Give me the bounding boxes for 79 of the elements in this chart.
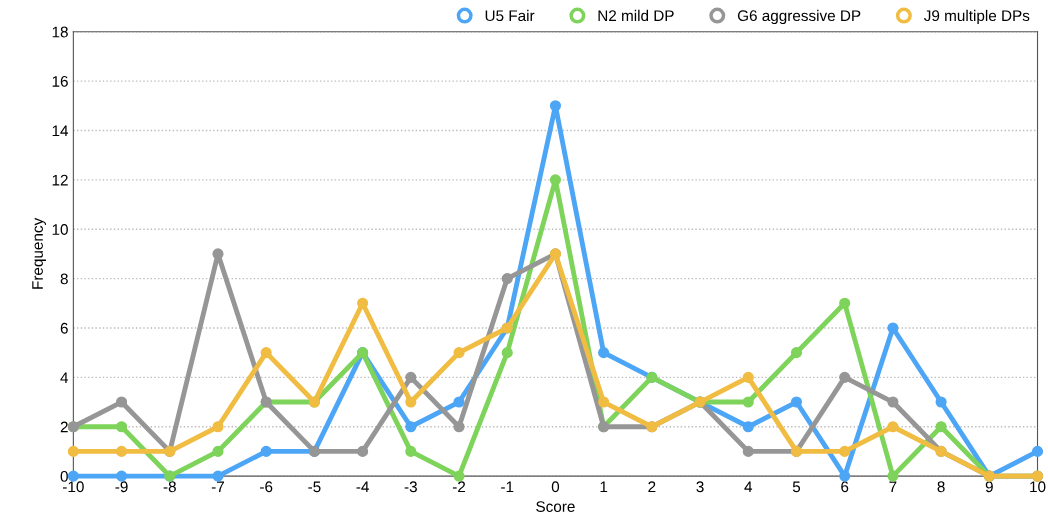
y-tick-label: 12	[52, 174, 68, 186]
legend-label: J9 multiple DPs	[923, 9, 1030, 25]
point	[742, 445, 754, 457]
x-tick-label: 9	[985, 481, 993, 493]
x-tick-label: -3	[404, 481, 417, 493]
point	[405, 445, 417, 457]
point	[260, 347, 272, 359]
point	[935, 396, 947, 408]
point	[116, 421, 128, 433]
point	[887, 322, 899, 334]
point	[887, 396, 899, 408]
point	[405, 421, 417, 433]
legend-label: G6 aggressive DP	[737, 9, 861, 25]
point	[501, 273, 513, 285]
x-tick-label: -6	[260, 481, 273, 493]
point	[357, 445, 369, 457]
y-tick-label: 2	[60, 421, 68, 433]
y-tick-label: 10	[52, 224, 68, 235]
x-tick-label: -1	[501, 481, 514, 493]
x-tick-label: -9	[115, 481, 128, 493]
y-tick-label: 6	[60, 322, 68, 334]
x-tick-label: 6	[841, 481, 849, 493]
point	[405, 371, 417, 383]
point	[598, 396, 610, 408]
point	[501, 347, 513, 359]
point	[742, 371, 754, 383]
x-tick-label: 1	[600, 481, 608, 493]
point	[212, 445, 224, 457]
point	[549, 100, 561, 112]
x-tick-label: -8	[163, 481, 176, 493]
y-tick-label: 18	[52, 26, 68, 38]
point	[212, 470, 224, 482]
point	[790, 347, 803, 359]
x-tick-label: -2	[452, 481, 466, 493]
point	[790, 396, 803, 408]
x-tick-label: 10	[1030, 481, 1046, 493]
point	[742, 396, 754, 408]
x-tick-label: 3	[696, 481, 704, 493]
point	[453, 396, 465, 408]
point	[887, 421, 899, 433]
point	[405, 396, 417, 408]
point	[116, 470, 128, 482]
point	[1031, 445, 1044, 457]
x-tick-label: 4	[744, 481, 753, 493]
point	[839, 445, 851, 457]
y-axis-title: Frequency	[32, 217, 46, 289]
point	[357, 297, 369, 309]
y-tick-label: 8	[60, 273, 68, 285]
y-tick-label: 4	[60, 372, 69, 383]
point	[212, 421, 224, 433]
point	[598, 347, 610, 359]
x-tick-label: 7	[889, 481, 897, 493]
point	[549, 174, 561, 186]
point	[839, 371, 851, 383]
point	[839, 297, 851, 309]
x-tick-label: 0	[551, 481, 560, 493]
point	[887, 470, 899, 482]
point	[260, 445, 272, 457]
y-tick-label: 0	[60, 470, 68, 482]
point	[453, 470, 465, 482]
x-tick-label: -4	[356, 481, 369, 493]
x-tick-label: 5	[792, 481, 801, 493]
y-tick-label: 14	[52, 125, 69, 137]
legend-label: U5 Fair	[485, 9, 535, 22]
x-tick-label: -7	[211, 481, 225, 493]
x-tick-label: 8	[937, 481, 945, 493]
point	[67, 445, 79, 457]
point	[116, 445, 128, 457]
point	[453, 421, 465, 433]
point	[742, 421, 754, 433]
x-tick-label: -5	[308, 481, 321, 493]
point	[116, 396, 128, 408]
point	[935, 421, 947, 433]
legend-label: N2 mild DP	[598, 9, 674, 22]
x-tick-label: -10	[63, 481, 84, 493]
point	[453, 347, 465, 359]
x-tick-label: 2	[648, 481, 656, 493]
x-axis-title: Score	[536, 501, 575, 512]
y-tick-label: 16	[52, 75, 68, 87]
